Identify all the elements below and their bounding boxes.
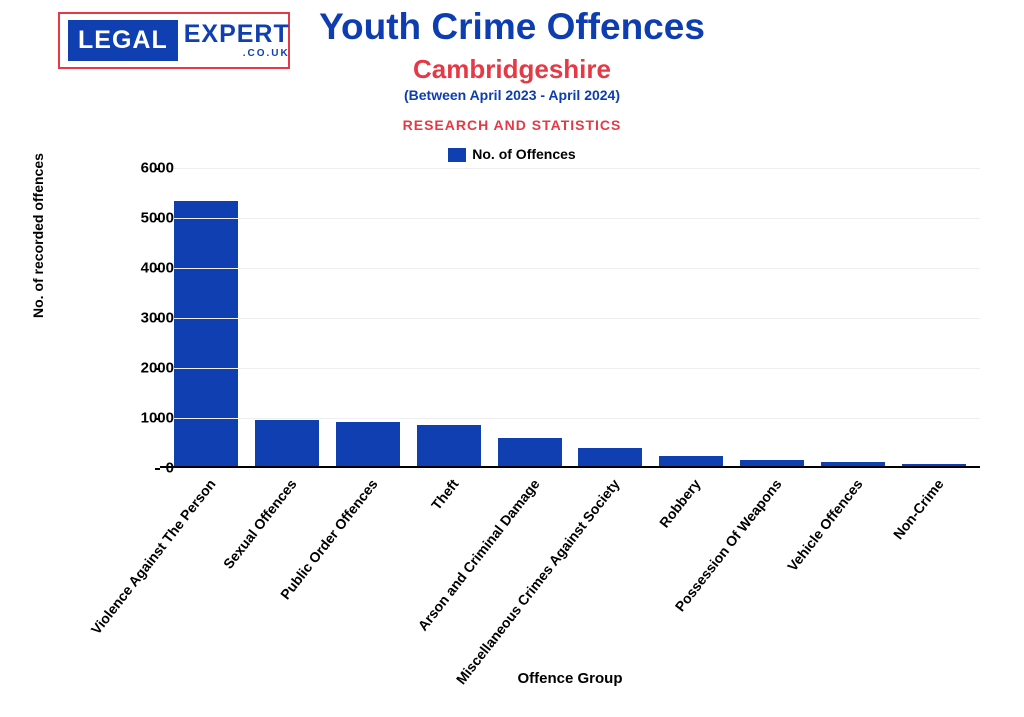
legend-label: No. of Offences	[472, 146, 575, 162]
bar	[821, 462, 885, 466]
plot-area	[160, 168, 980, 468]
bar	[498, 438, 562, 466]
gridline	[160, 268, 980, 269]
bar-slot	[328, 168, 409, 466]
x-axis-label: Offence Group	[160, 670, 980, 687]
bar	[578, 448, 642, 467]
header: Youth Crime Offences Cambridgeshire (Bet…	[0, 6, 1024, 133]
x-category-label: Violence Against The Person	[88, 476, 219, 637]
bar-slot	[812, 168, 893, 466]
gridline	[160, 218, 980, 219]
y-tick-label: 1000	[114, 410, 174, 427]
bar-slot	[570, 168, 651, 466]
research-label: RESEARCH AND STATISTICS	[0, 117, 1024, 133]
y-tick-label: 0	[114, 460, 174, 477]
bars-container	[160, 168, 980, 466]
x-labels-container: Violence Against The PersonSexual Offenc…	[160, 476, 980, 656]
x-label-slot: Vehicle Offences	[812, 476, 893, 656]
x-label-slot: Miscellaneous Crimes Against Society	[570, 476, 651, 656]
x-category-label: Robbery	[656, 476, 704, 531]
x-label-slot: Non-Crime	[893, 476, 974, 656]
bar	[902, 464, 966, 466]
page-title: Youth Crime Offences	[0, 6, 1024, 48]
x-label-slot: Public Order Offences	[328, 476, 409, 656]
date-range: (Between April 2023 - April 2024)	[0, 87, 1024, 103]
x-category-label: Theft	[428, 476, 462, 513]
y-tick-label: 2000	[114, 360, 174, 377]
y-tick-label: 3000	[114, 310, 174, 327]
bar-slot	[247, 168, 328, 466]
y-tick-label: 6000	[114, 160, 174, 177]
bar-slot	[489, 168, 570, 466]
legend-swatch	[448, 148, 466, 162]
chart: No. of recorded offences Violence Agains…	[60, 168, 1000, 688]
bar	[174, 201, 238, 466]
gridline	[160, 368, 980, 369]
y-tick-label: 4000	[114, 260, 174, 277]
bar-slot	[166, 168, 247, 466]
bar	[336, 422, 400, 466]
gridline	[160, 318, 980, 319]
bar-slot	[651, 168, 732, 466]
bar-slot	[893, 168, 974, 466]
bar	[417, 425, 481, 466]
page-subtitle: Cambridgeshire	[0, 54, 1024, 85]
gridline	[160, 418, 980, 419]
bar	[659, 456, 723, 466]
x-category-label: Non-Crime	[890, 476, 947, 542]
y-axis-label: No. of recorded offences	[30, 153, 46, 318]
bar-slot	[408, 168, 489, 466]
gridline	[160, 168, 980, 169]
y-tick-label: 5000	[114, 210, 174, 227]
bar	[740, 460, 804, 466]
bar-slot	[732, 168, 813, 466]
bar	[255, 420, 319, 467]
